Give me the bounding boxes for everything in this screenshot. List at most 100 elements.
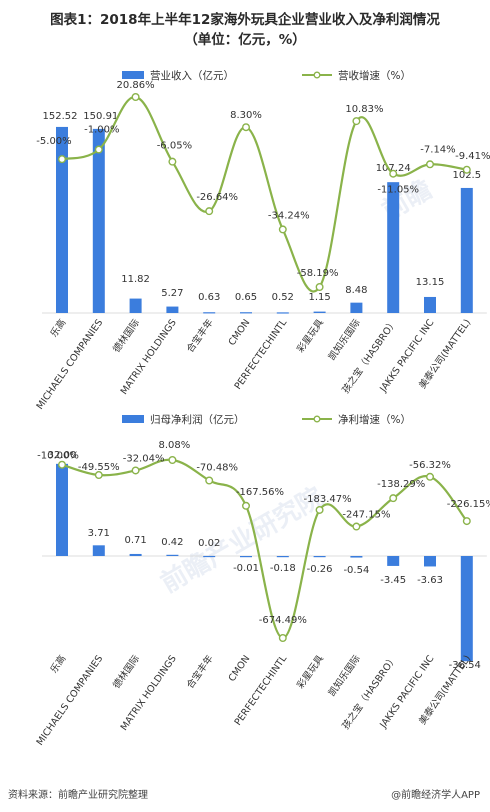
legend-line-label: 营收增速（%） xyxy=(338,69,411,82)
bar xyxy=(350,302,363,313)
bar xyxy=(387,182,400,313)
bar-value-label: -3.45 xyxy=(380,575,406,586)
category-tick-label: CMON xyxy=(227,317,253,347)
category-tick-label: 德林国际 xyxy=(110,652,142,690)
bar xyxy=(424,556,436,567)
bar xyxy=(203,555,216,558)
growth-point xyxy=(58,155,67,164)
bar xyxy=(460,556,473,662)
source-note: 资料来源：前瞻产业研究院整理 xyxy=(8,790,148,801)
growth-value-label: -70.48% xyxy=(196,462,238,473)
bar xyxy=(129,553,142,556)
bar xyxy=(166,554,179,556)
growth-value-label: -674.49% xyxy=(259,615,307,626)
bar-value-label: -0.18 xyxy=(270,563,296,574)
bar-value-label: 0.65 xyxy=(235,292,257,303)
growth-point xyxy=(241,123,250,132)
bar xyxy=(350,556,363,558)
bar xyxy=(313,556,326,558)
bar-value-label: 152.52 xyxy=(43,111,78,122)
legend-line-marker xyxy=(313,71,321,79)
growth-value-label: -167.56% xyxy=(236,487,284,498)
growth-point xyxy=(278,634,287,643)
bar-value-label: 0.71 xyxy=(124,535,146,546)
bar-value-label: 3.71 xyxy=(88,528,110,539)
category-tick-label: MICHAELS COMPANIES xyxy=(35,317,106,411)
growth-value-label: -49.55% xyxy=(78,462,120,473)
growth-value-label: -226.15% xyxy=(447,499,490,510)
growth-point xyxy=(426,472,435,481)
bar xyxy=(387,556,400,566)
bar-value-label: 150.91 xyxy=(83,111,118,122)
growth-value-label: -1.00% xyxy=(84,125,119,136)
chart-title: 图表1：2018年上半年12家海外玩具企业营业收入及净利润情况 （单位：亿元，%… xyxy=(0,10,490,50)
bar-value-label: 102.5 xyxy=(452,170,481,181)
growth-point xyxy=(389,169,398,178)
growth-point xyxy=(241,501,250,510)
growth-value-label: 20.86% xyxy=(117,80,155,91)
bar-value-label: 0.42 xyxy=(161,537,183,548)
growth-point xyxy=(352,522,361,531)
growth-value-label: -183.47% xyxy=(304,494,352,505)
category-tick-label: MICHAELS COMPANIES xyxy=(35,653,106,747)
growth-point xyxy=(205,207,214,216)
growth-point xyxy=(389,494,398,503)
growth-value-label: -138.29% xyxy=(377,479,425,490)
bar-value-label: -0.01 xyxy=(233,563,259,574)
category-tick-label: 彩星玩具 xyxy=(295,317,326,355)
growth-point xyxy=(94,145,103,154)
bar-value-label: 0.52 xyxy=(272,292,294,303)
growth-point xyxy=(131,466,140,475)
category-tick-label: 彩星玩具 xyxy=(295,653,326,691)
growth-value-label: -5.00% xyxy=(36,136,71,147)
growth-value-label: 10.83% xyxy=(345,104,383,115)
growth-point xyxy=(462,165,471,174)
bar-value-label: 11.82 xyxy=(121,274,150,285)
growth-value-label: -7.14% xyxy=(420,144,455,155)
legend-bar-label: 归母净利润（亿元） xyxy=(150,413,245,426)
category-tick-label: 合宝丰年 xyxy=(184,652,216,690)
bar xyxy=(166,306,179,313)
bar-value-label: 8.48 xyxy=(345,285,367,296)
bar-value-label: 32.00 xyxy=(48,450,77,461)
growth-value-label: -34.24% xyxy=(268,210,310,221)
bar xyxy=(240,556,252,558)
growth-point xyxy=(168,157,177,166)
bar-value-label: 13.15 xyxy=(416,277,445,288)
title-line: 图表1：2018年上半年12家海外玩具企业营业收入及净利润情况 xyxy=(50,12,440,28)
bar xyxy=(240,312,252,314)
growth-value-label: -26.64% xyxy=(196,192,238,203)
bar-value-label: -36.54 xyxy=(449,660,481,671)
category-tick-label: 乐高 xyxy=(48,653,69,675)
bar xyxy=(56,463,68,556)
bar-value-label: 107.24 xyxy=(376,163,411,174)
category-tick-label: CMON xyxy=(227,653,253,683)
bar xyxy=(460,187,473,313)
growth-value-label: 8.30% xyxy=(230,110,262,121)
category-tick-label: 乐高 xyxy=(48,317,69,339)
bar xyxy=(56,126,68,313)
growth-value-label: -32.04% xyxy=(123,453,165,464)
bar xyxy=(203,312,216,314)
growth-point xyxy=(205,476,214,485)
bar-value-label: -3.63 xyxy=(417,575,443,586)
brand-credit: @前瞻经济学人APP xyxy=(391,790,480,801)
subtitle-line: （单位：亿元，%） xyxy=(184,32,306,48)
category-tick-label: 凯知乐国际 xyxy=(326,652,363,698)
category-tick-label: 德林国际 xyxy=(110,316,142,354)
growth-point xyxy=(315,283,324,292)
legend-line-label: 净利增速（%） xyxy=(338,413,411,426)
bar-value-label: 1.15 xyxy=(308,292,330,303)
bar xyxy=(129,298,142,313)
bar-value-label: 5.27 xyxy=(161,288,183,299)
growth-value-label: -11.05% xyxy=(377,185,419,196)
bar xyxy=(92,545,105,556)
bar xyxy=(424,296,436,313)
bar xyxy=(276,312,289,314)
growth-point xyxy=(426,160,435,169)
bar xyxy=(92,128,105,313)
bar-value-label: 0.02 xyxy=(198,538,220,549)
growth-point xyxy=(131,92,140,101)
bar xyxy=(313,311,326,313)
